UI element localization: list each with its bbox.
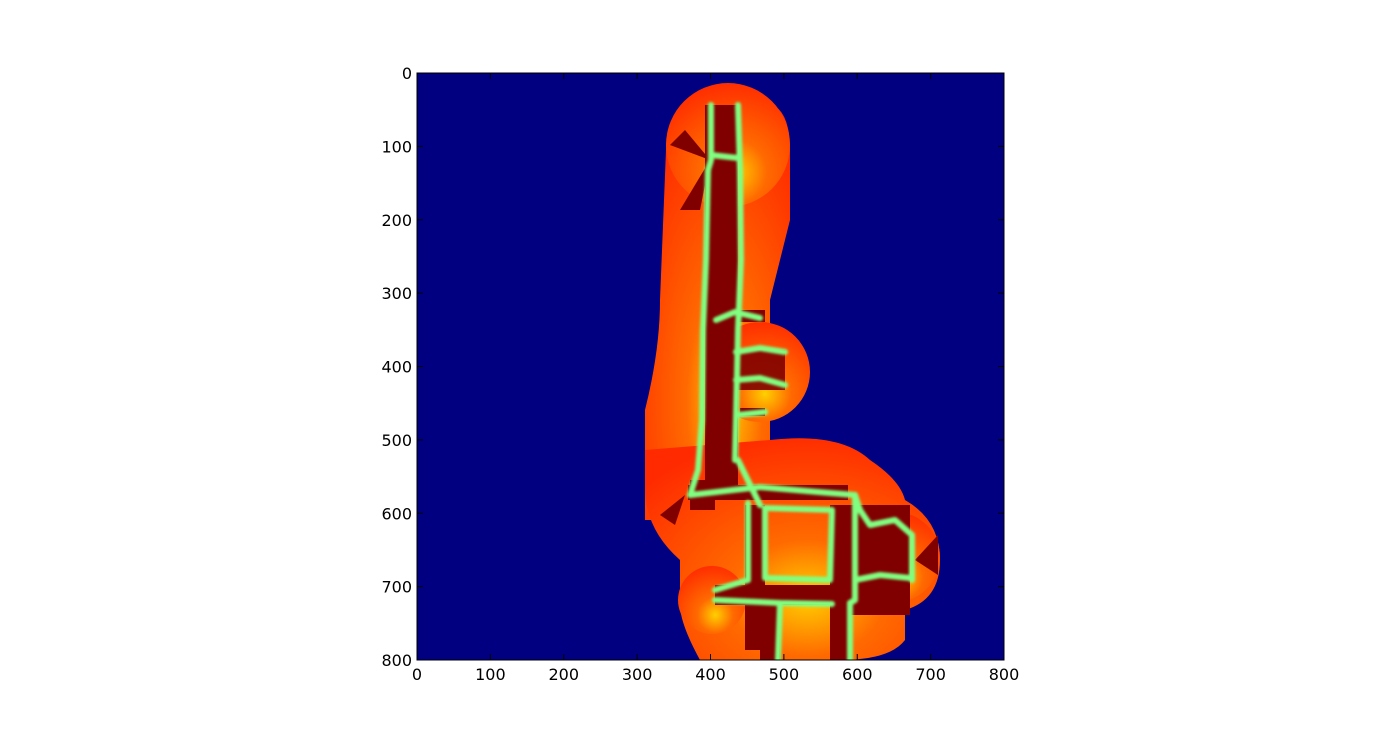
wall-right-block-top bbox=[852, 492, 915, 583]
wall-right-block-bottom bbox=[852, 572, 913, 583]
y-tick-label: 300 bbox=[381, 284, 412, 303]
y-tick-label: 400 bbox=[381, 358, 412, 377]
wall-bottom-left-leg bbox=[775, 600, 783, 660]
wall-left-arm-outer bbox=[762, 505, 835, 583]
wall-boundaries bbox=[687, 102, 915, 660]
obstacle-top-fan bbox=[670, 130, 710, 160]
y-tick-label: 0 bbox=[402, 64, 412, 83]
obstacle-bottom-right-leg bbox=[830, 605, 850, 660]
y-tick-label: 700 bbox=[381, 578, 412, 597]
x-tick-label: 700 bbox=[915, 665, 946, 684]
wall-room-lower bbox=[733, 375, 788, 388]
y-axis: 0 100 200 300 400 500 600 700 800 bbox=[381, 64, 1004, 670]
wall-room-middle bbox=[733, 345, 788, 355]
wall-right-block-left bbox=[847, 492, 858, 606]
y-tick-label: 500 bbox=[381, 431, 412, 450]
y-tick-label: 200 bbox=[381, 211, 412, 230]
wall-top-stub bbox=[708, 152, 741, 161]
x-tick-label: 100 bbox=[475, 665, 506, 684]
x-tick-label: 500 bbox=[769, 665, 800, 684]
wall-room-upper bbox=[713, 309, 763, 323]
wall-horizontal-top bbox=[687, 484, 858, 498]
obstacle-bottom-left-leg bbox=[760, 605, 780, 660]
y-tick-label: 800 bbox=[381, 651, 412, 670]
x-tick-label: 0 bbox=[412, 665, 422, 684]
x-tick-label: 200 bbox=[548, 665, 579, 684]
y-tick-label: 100 bbox=[381, 137, 412, 156]
obstacle-mid-fan bbox=[680, 160, 710, 210]
obstacle-right-fan bbox=[915, 535, 938, 575]
wall-left-main bbox=[687, 102, 714, 498]
x-tick-label: 600 bbox=[842, 665, 873, 684]
obstacle-left-fan bbox=[660, 495, 685, 525]
x-tick-label: 300 bbox=[622, 665, 653, 684]
x-tick-label: 800 bbox=[989, 665, 1020, 684]
wall-room-bottom bbox=[735, 409, 768, 418]
y-tick-label: 600 bbox=[381, 504, 412, 523]
x-axis: 0 100 200 300 400 500 600 700 800 bbox=[412, 73, 1019, 684]
x-tick-label: 400 bbox=[695, 665, 726, 684]
heatmap-image bbox=[645, 83, 940, 660]
wall-left-arm-inner bbox=[712, 500, 751, 593]
wall-horizontal-mid bbox=[735, 457, 763, 508]
wall-bottom-band bbox=[712, 597, 835, 607]
